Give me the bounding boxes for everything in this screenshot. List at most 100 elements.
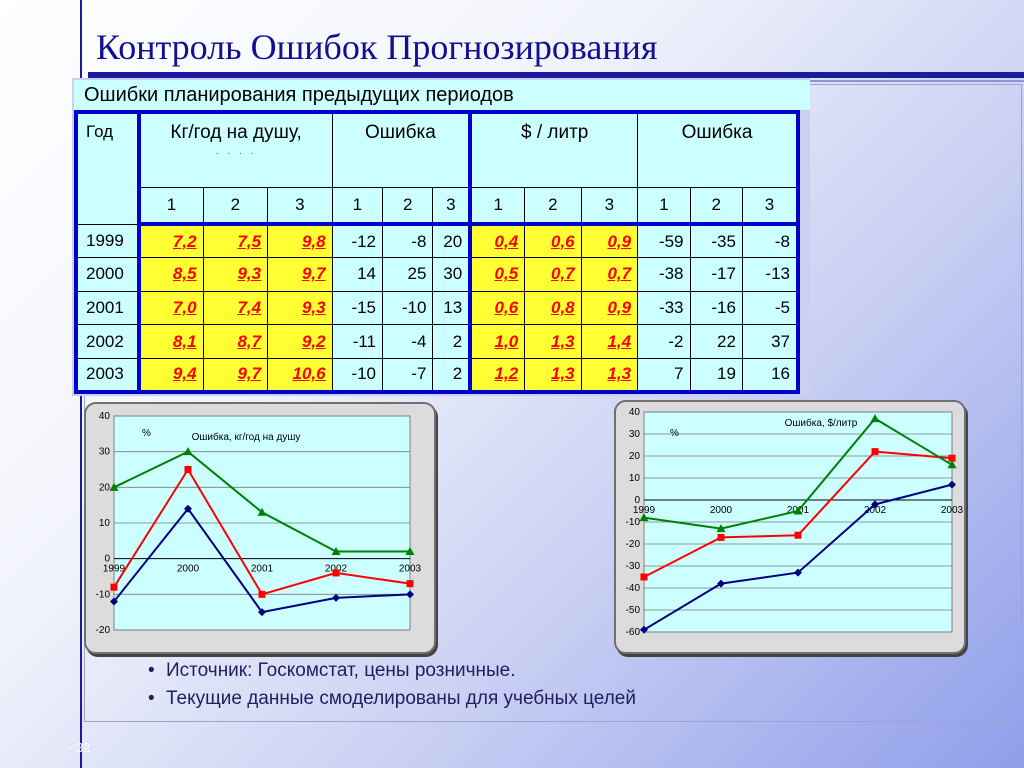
- x-tick-label: 1999: [633, 505, 656, 516]
- kg-error-cell: -4: [382, 324, 434, 359]
- y-tick-label: 40: [629, 407, 641, 418]
- slide-number: - 32: [68, 740, 91, 755]
- y-tick-label: 10: [629, 473, 641, 484]
- data-point: [717, 579, 725, 588]
- usd-error-cell: -13: [741, 257, 800, 292]
- kg-error-cell: -10: [331, 357, 384, 394]
- data-point: [258, 590, 266, 598]
- x-tick-label: 2002: [864, 505, 887, 516]
- data-point: [948, 454, 956, 462]
- x-tick-label: 1999: [103, 564, 126, 575]
- kg-value-cell: 9,3: [202, 257, 269, 292]
- data-point: [947, 460, 957, 469]
- kg-error-cell: -10: [382, 290, 434, 326]
- data-point: [716, 524, 726, 533]
- kg-error-cell: 2: [432, 324, 471, 359]
- y-tick-label: -60: [626, 627, 641, 638]
- table-row: 2002 8,1 8,7 9,2 -11 -4 2 1,0 1,3 1,4 -2 22 37: [74, 324, 800, 359]
- kg-error-cell: -8: [382, 223, 434, 259]
- usd-error-cell: -2: [637, 324, 691, 359]
- chart-kg-error: 40 30 20 10 0 -10 -20 1999 2000 2001 2002 2003 Ошибк…: [84, 402, 436, 654]
- kg-value-cell: 9,7: [202, 357, 269, 394]
- year-cell: 2000: [74, 257, 140, 292]
- table-body: 1999 7,2 7,5 9,8 -12 -8 20 0,4 0,6 0,9 -59 -35 -8 200…: [74, 223, 800, 394]
- subheader-cell: 2: [524, 186, 582, 226]
- page-title: Контроль Ошибок Прогнозирования: [96, 27, 658, 67]
- subheader-cell: 2: [202, 186, 269, 226]
- y-tick-label: 0: [634, 495, 640, 506]
- header-dots: . . . .: [215, 146, 257, 157]
- usd-error-cell: -5: [741, 290, 800, 326]
- y-tick-label: 40: [99, 411, 111, 422]
- subheader-cell: 2: [382, 186, 434, 226]
- usd-value-cell: 0,7: [580, 257, 639, 292]
- usd-value-cell: 0,6: [524, 223, 582, 259]
- usd-value-cell: 0,4: [468, 223, 526, 259]
- data-point: [640, 573, 648, 581]
- y-tick-label: 30: [629, 429, 641, 440]
- data-point: [406, 590, 414, 599]
- usd-error-cell: 37: [741, 324, 800, 359]
- chart-usd-error-svg: 403020100-10-20-30-40-50-601999200020012…: [626, 407, 964, 638]
- y-tick-label: 10: [99, 518, 111, 529]
- year-cell: 2002: [74, 324, 140, 359]
- usd-value-cell: 0,9: [580, 223, 639, 259]
- y-tick-label: -20: [96, 625, 111, 636]
- usd-error-cell: 16: [741, 357, 800, 394]
- chart-usd-error: 403020100-10-20-30-40-50-601999200020012…: [614, 400, 966, 654]
- usd-value-cell: 1,0: [468, 324, 526, 359]
- y-unit-label: %: [670, 428, 679, 439]
- kg-value-cell: 9,7: [267, 257, 333, 292]
- y-tick-label: -40: [626, 583, 641, 594]
- subheader-cell: 3: [580, 186, 639, 226]
- y-tick-label: -20: [626, 539, 641, 550]
- usd-error-cell: -8: [741, 223, 800, 259]
- x-tick-label: 2000: [710, 505, 733, 516]
- usd-error-cell: 22: [689, 324, 743, 359]
- kg-error-cell: -11: [331, 324, 384, 359]
- data-point: [183, 447, 193, 456]
- data-point: [871, 500, 879, 509]
- kg-value-cell: 9,4: [136, 357, 204, 394]
- data-point: [870, 414, 880, 423]
- data-point: [948, 480, 956, 489]
- year-cell: 2003: [74, 357, 140, 394]
- kg-value-cell: 7,0: [136, 290, 204, 326]
- header-usd: $ / литр: [468, 109, 639, 188]
- kg-value-cell: 9,3: [267, 290, 333, 326]
- data-point: [110, 583, 118, 591]
- data-point: [871, 448, 879, 456]
- kg-error-cell: 13: [432, 290, 471, 326]
- data-point: [184, 504, 192, 513]
- usd-error-cell: -35: [689, 223, 743, 259]
- kg-error-cell: -15: [331, 290, 384, 326]
- kg-error-cell: 14: [331, 257, 384, 292]
- usd-value-cell: 0,5: [468, 257, 526, 292]
- kg-value-cell: 8,7: [202, 324, 269, 359]
- kg-value-cell: 7,2: [136, 223, 204, 259]
- data-point: [640, 625, 648, 634]
- kg-error-cell: 2: [432, 357, 471, 394]
- header-kg: Кг/год на душу, . . . .: [136, 109, 333, 188]
- data-point: [331, 547, 341, 556]
- bullet-source: • Источник: Госкомстат, цены розничные.: [148, 660, 516, 681]
- usd-value-cell: 1,3: [524, 357, 582, 394]
- kg-value-cell: 9,8: [267, 223, 333, 259]
- bullet-note: • Текущие данные смоделированы для учебны…: [148, 688, 636, 709]
- data-point: [794, 568, 802, 577]
- header-error1: Ошибка: [331, 109, 471, 188]
- y-tick-label: 30: [99, 447, 111, 458]
- kg-error-cell: 20: [432, 223, 471, 259]
- kg-value-cell: 10,6: [267, 357, 333, 394]
- subheader-cell: 3: [432, 186, 471, 226]
- y-tick-label: 0: [104, 554, 110, 565]
- header-year: Год: [74, 110, 140, 225]
- table-row: 1999 7,2 7,5 9,8 -12 -8 20 0,4 0,6 0,9 -59 -35 -8: [74, 223, 800, 259]
- kg-error-cell: 30: [432, 257, 471, 292]
- x-tick-label: 2001: [251, 564, 274, 575]
- year-cell: 1999: [74, 223, 140, 259]
- table-caption: Ошибки планирования предыдущих периодов: [74, 80, 810, 110]
- table-row: 2003 9,4 9,7 10,6 -10 -7 2 1,2 1,3 1,3 7 19 16: [74, 357, 800, 394]
- kg-error-cell: -7: [382, 357, 434, 394]
- x-tick-label: 2000: [177, 564, 200, 575]
